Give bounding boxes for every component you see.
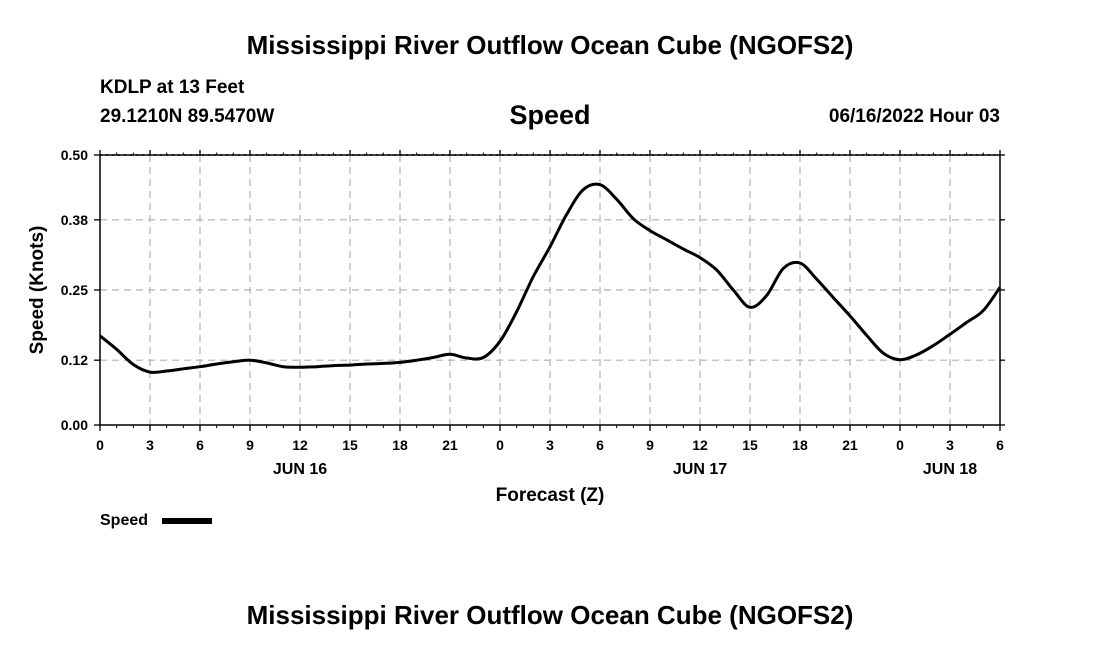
- y-tick-label: 0.12: [61, 352, 88, 368]
- x-tick-label: 21: [442, 437, 458, 453]
- x-tick-label: 9: [646, 437, 654, 453]
- series-group: [99, 182, 1002, 374]
- forecast-timestamp: 06/16/2022 Hour 03: [828, 106, 1000, 127]
- x-tick-label: 3: [146, 437, 154, 453]
- speed-chart: 0 3 6 9 12 15 18 21 0 3 6 9 12 15 18 21 0 3 6 0.00 0.12 0.25 0…: [27, 147, 1005, 529]
- legend-label: Speed: [100, 512, 148, 529]
- chart-heading: Speed: [509, 100, 591, 130]
- chart-grid: [100, 154, 1000, 425]
- chart-legend: Speed: [100, 512, 212, 529]
- plot-frame: [99, 154, 1001, 426]
- day-label: JUN 16: [273, 461, 327, 478]
- x-tick-label: 0: [96, 437, 104, 453]
- x-tick-label: 21: [842, 437, 858, 453]
- x-tick-label: 3: [546, 437, 554, 453]
- chart-labels: 0 3 6 9 12 15 18 21 0 3 6 9 12 15 18 21 0 3 6 0.00 0.12 0.25 0…: [61, 147, 1004, 478]
- x-tick-label: 6: [596, 437, 604, 453]
- station-coordinates: 29.1210N 89.5470W: [100, 106, 275, 127]
- x-tick-label: 0: [496, 437, 504, 453]
- x-axis-title: Forecast (Z): [496, 485, 605, 506]
- y-tick-label: 0.25: [61, 282, 88, 298]
- day-label: JUN 18: [923, 461, 977, 478]
- day-label: JUN 17: [673, 461, 727, 478]
- x-tick-label: 9: [246, 437, 254, 453]
- x-tick-label: 6: [996, 437, 1004, 453]
- chart-ticks: [94, 150, 1005, 431]
- x-tick-label: 0: [896, 437, 904, 453]
- x-tick-label: 18: [792, 437, 808, 453]
- y-tick-label: 0.00: [61, 417, 88, 433]
- x-tick-label: 15: [342, 437, 358, 453]
- y-tick-label: 0.50: [61, 147, 88, 163]
- speed-series-line: [99, 182, 1002, 374]
- x-tick-label: 3: [946, 437, 954, 453]
- station-label: KDLP at 13 Feet: [100, 77, 245, 98]
- page-title: Mississippi River Outflow Ocean Cube (NG…: [246, 30, 854, 60]
- x-tick-label: 12: [292, 437, 308, 453]
- x-tick-label: 6: [196, 437, 204, 453]
- x-tick-label: 12: [692, 437, 708, 453]
- x-tick-label: 18: [392, 437, 408, 453]
- y-axis-title: Speed (Knots): [27, 226, 48, 355]
- footer-title: Mississippi River Outflow Ocean Cube (NG…: [246, 600, 854, 630]
- x-tick-label: 15: [742, 437, 758, 453]
- y-tick-label: 0.38: [61, 212, 88, 228]
